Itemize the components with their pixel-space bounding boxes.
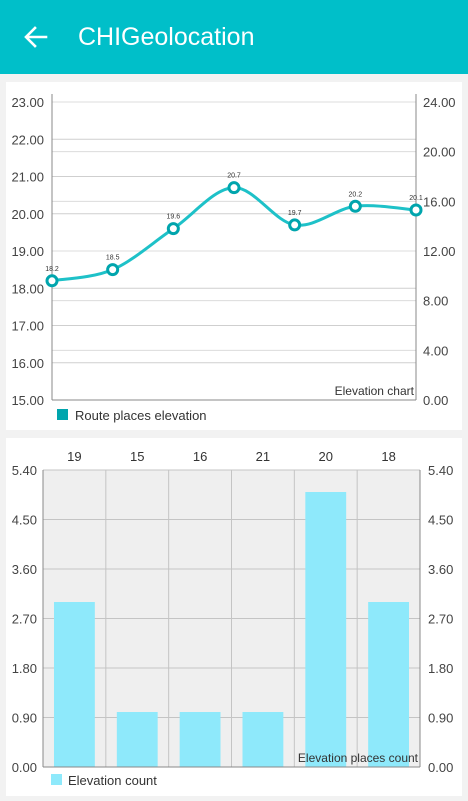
elevation-bar-chart: 0.00 0.00 0.90 0.90 1.80 1.80 2.70 2.70 3.60 3.60… bbox=[12, 449, 454, 788]
y-tick-label-right: 2.70 bbox=[428, 612, 453, 627]
y-tick-label-right: 1.80 bbox=[428, 661, 453, 676]
y-tick-label-right: 5.40 bbox=[428, 463, 453, 478]
y-tick-label-left: 2.70 bbox=[12, 612, 37, 627]
y-tick-label-right: 24.00 bbox=[423, 95, 456, 110]
y-tick-label-right: 0.00 bbox=[423, 393, 448, 408]
legend-swatch bbox=[57, 409, 68, 420]
x-tick-label: 18 bbox=[381, 449, 395, 464]
data-point bbox=[288, 218, 302, 232]
elevation-line-chart: 15.00 16.00 17.00 18.00 19.00 20.00 21.00 22.00… bbox=[11, 94, 456, 423]
x-tick-label: 16 bbox=[193, 449, 207, 464]
data-point bbox=[348, 199, 362, 213]
elevation-line-chart-card: 15.00 16.00 17.00 18.00 19.00 20.00 21.00 22.00… bbox=[6, 82, 462, 430]
data-point bbox=[166, 222, 180, 236]
y-tick-label-left: 23.00 bbox=[11, 95, 44, 110]
x-tick-label: 21 bbox=[256, 449, 270, 464]
data-label: 19.6 bbox=[167, 214, 181, 221]
data-label: 18.2 bbox=[45, 266, 59, 273]
data-point bbox=[409, 203, 423, 217]
y-tick-label-left: 4.50 bbox=[12, 513, 37, 528]
y-tick-label-right: 0.00 bbox=[428, 760, 453, 775]
y-tick-label-left: 15.00 bbox=[11, 393, 44, 408]
data-label: 19.7 bbox=[288, 210, 302, 217]
legend-swatch bbox=[51, 774, 62, 785]
y-tick-label-left: 0.90 bbox=[12, 711, 37, 726]
y-tick-label-left: 21.00 bbox=[11, 170, 44, 185]
app-toolbar: CHIGeolocation bbox=[0, 0, 468, 74]
bar bbox=[53, 602, 95, 767]
x-tick-label: 15 bbox=[130, 449, 144, 464]
chart-description: Elevation chart bbox=[335, 384, 415, 398]
data-label: 20.7 bbox=[227, 173, 241, 180]
bar bbox=[179, 712, 221, 767]
y-tick-label-right: 16.00 bbox=[423, 194, 456, 209]
legend-label: Elevation count bbox=[68, 773, 157, 788]
y-tick-label-left: 22.00 bbox=[11, 132, 44, 147]
y-tick-label-right: 20.00 bbox=[423, 145, 456, 160]
y-tick-label-right: 12.00 bbox=[423, 244, 456, 259]
elevation-bar-chart-card: 0.00 0.00 0.90 0.90 1.80 1.80 2.70 2.70 3.60 3.60… bbox=[6, 438, 462, 796]
x-tick-label: 19 bbox=[67, 449, 81, 464]
chart-description: Elevation places count bbox=[298, 751, 419, 765]
y-tick-label-left: 1.80 bbox=[12, 661, 37, 676]
x-tick-label: 20 bbox=[319, 449, 333, 464]
data-point bbox=[106, 263, 120, 277]
arrow-left-icon bbox=[24, 26, 48, 48]
y-tick-label-right: 3.60 bbox=[428, 562, 453, 577]
y-tick-label-left: 16.00 bbox=[11, 356, 44, 371]
y-tick-label-right: 0.90 bbox=[428, 711, 453, 726]
y-tick-label-right: 4.50 bbox=[428, 513, 453, 528]
data-label: 20.2 bbox=[349, 191, 363, 198]
y-tick-label-left: 17.00 bbox=[11, 319, 44, 334]
back-button[interactable] bbox=[14, 17, 58, 57]
y-tick-label-left: 3.60 bbox=[12, 562, 37, 577]
data-label: 18.5 bbox=[106, 255, 120, 262]
data-point bbox=[227, 181, 241, 195]
bar bbox=[368, 602, 410, 767]
data-label: 20.1 bbox=[409, 195, 423, 202]
y-tick-label-left: 19.00 bbox=[11, 244, 44, 259]
y-tick-label-left: 5.40 bbox=[12, 463, 37, 478]
bar bbox=[242, 712, 284, 767]
legend-label: Route places elevation bbox=[75, 408, 207, 423]
bar bbox=[116, 712, 158, 767]
y-tick-label-left: 18.00 bbox=[11, 281, 44, 296]
y-tick-label-right: 8.00 bbox=[423, 294, 448, 309]
y-tick-label-left: 0.00 bbox=[12, 760, 37, 775]
y-tick-label-left: 20.00 bbox=[11, 207, 44, 222]
data-point bbox=[45, 274, 59, 288]
bar bbox=[305, 492, 347, 767]
app-title: CHIGeolocation bbox=[78, 23, 255, 51]
y-tick-label-right: 4.00 bbox=[423, 343, 448, 358]
